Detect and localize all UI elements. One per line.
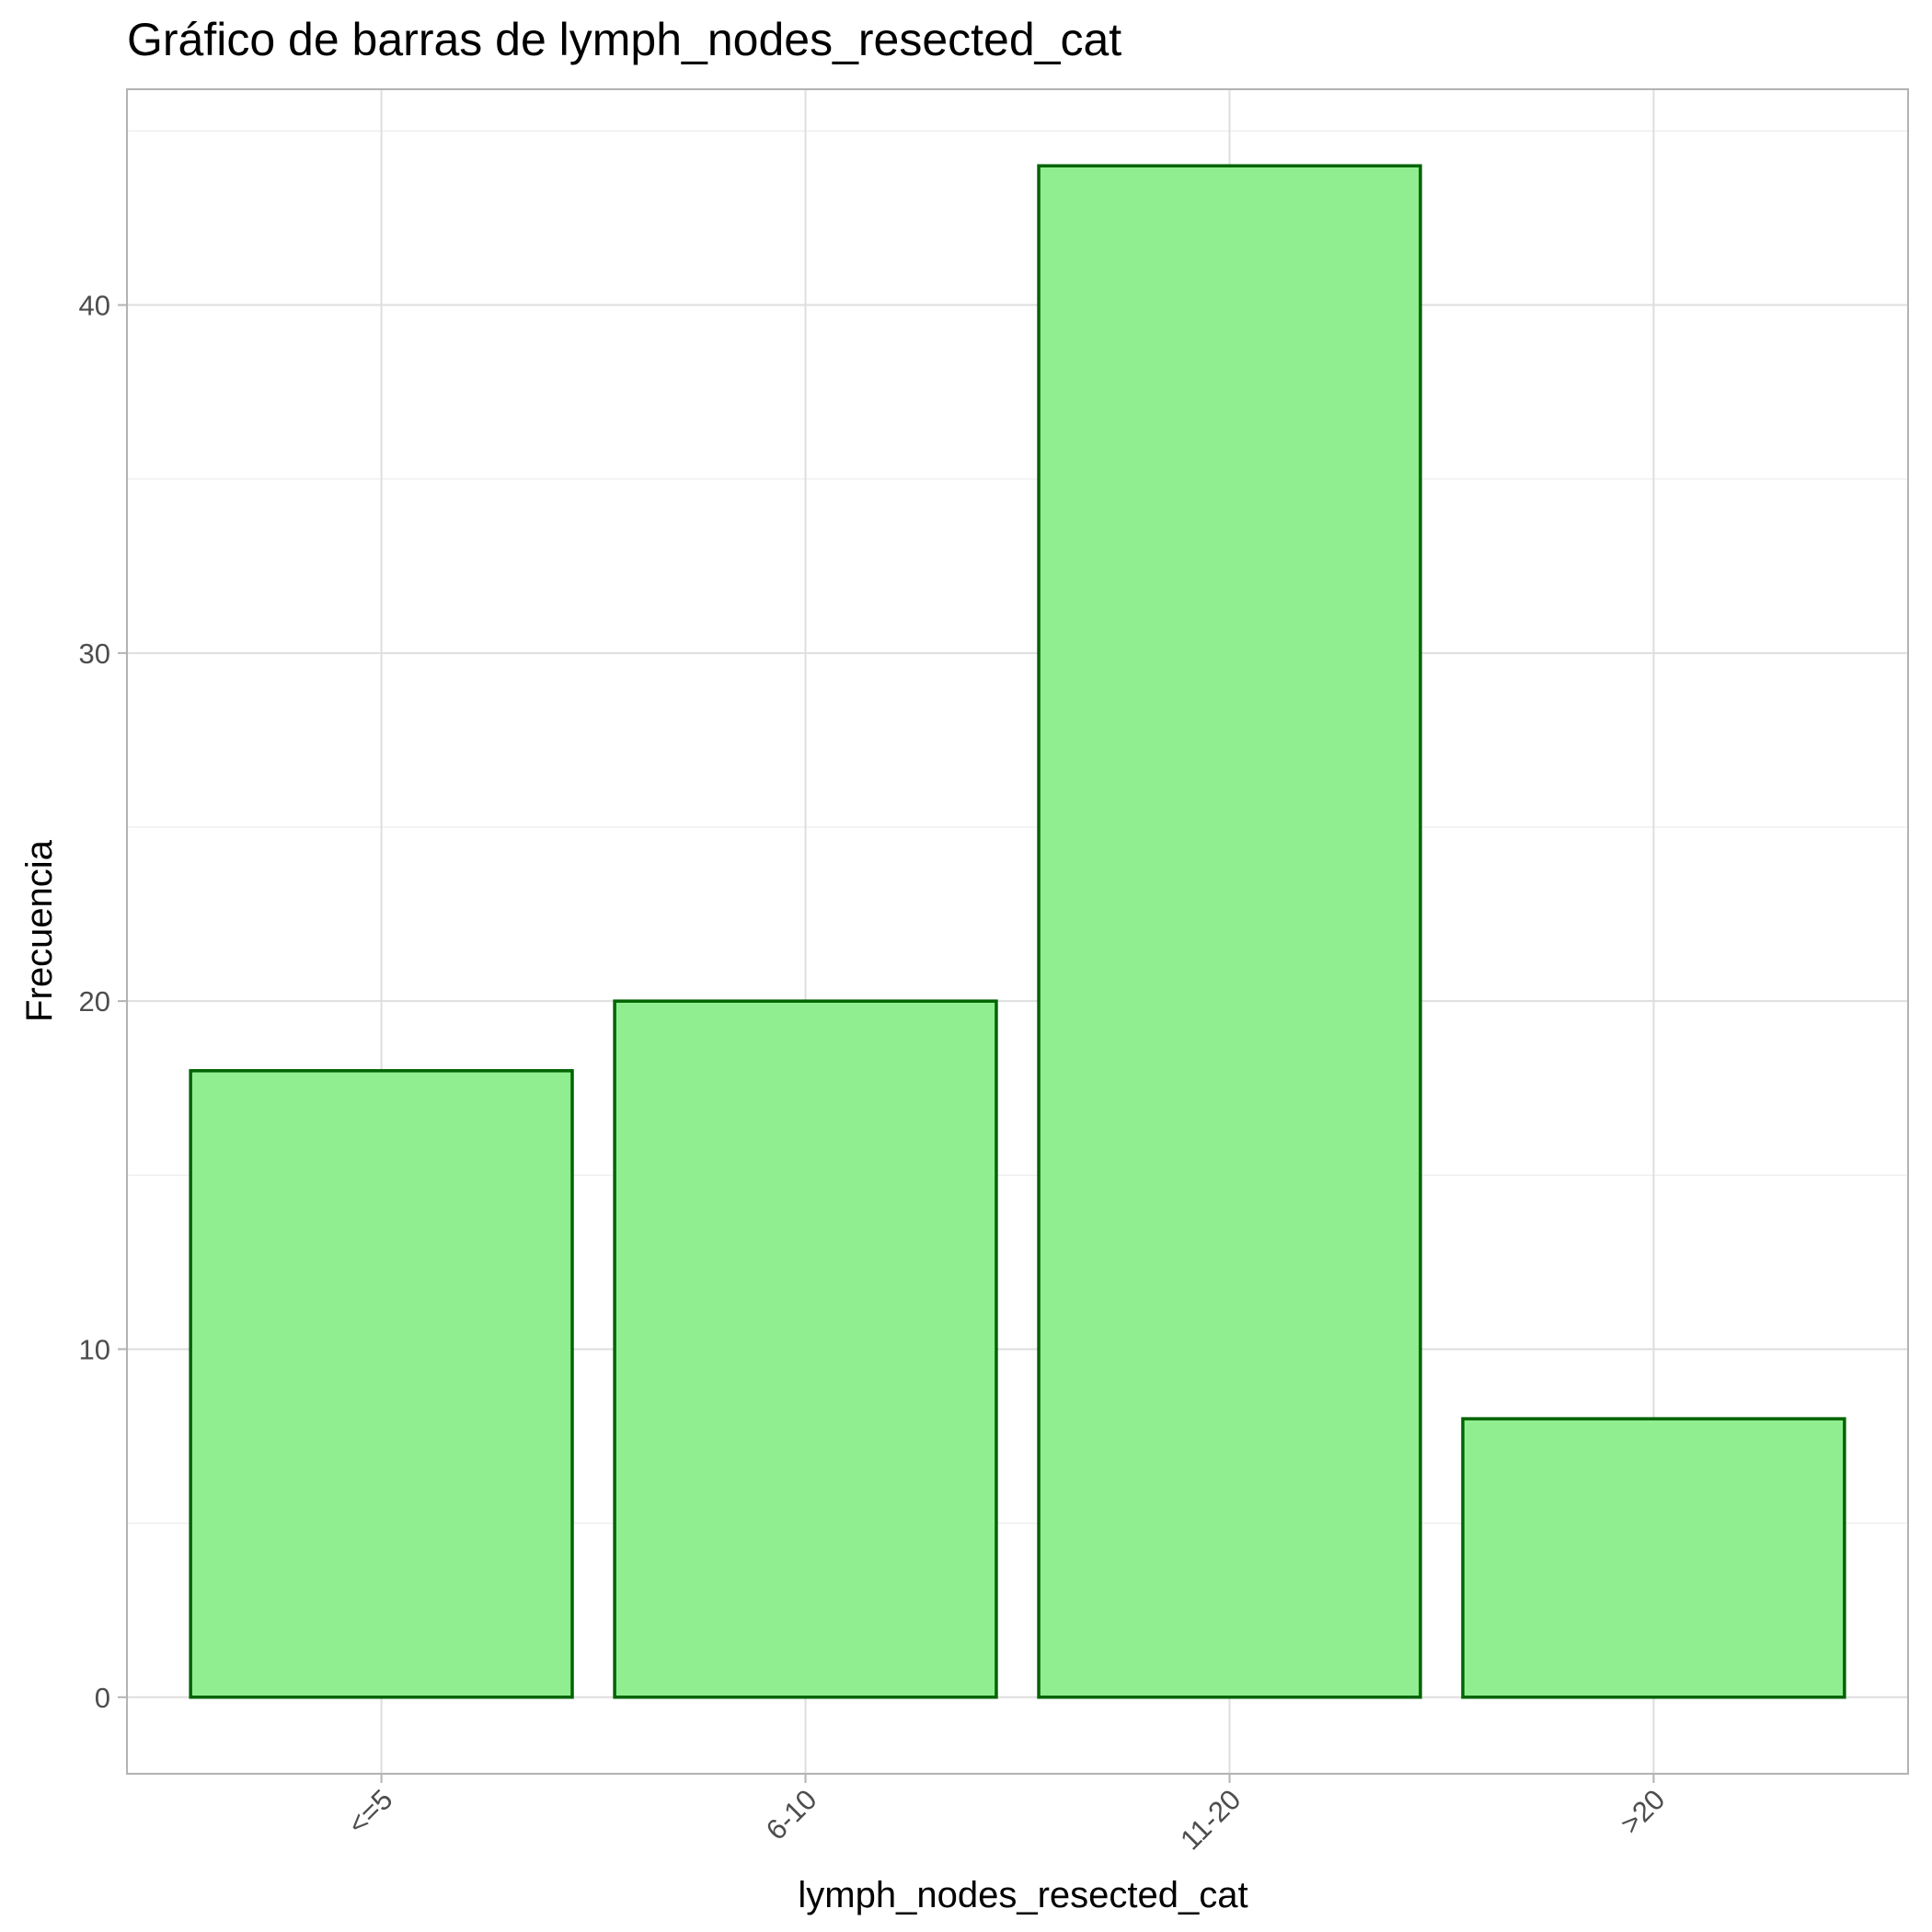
y-tick-label: 0 [95,1682,110,1714]
y-axis-title: Frecuencia [19,839,60,1022]
x-axis-title: lymph_nodes_resected_cat [798,1875,1248,1915]
bar-1 [189,1069,574,1699]
chart-title: Gráfico de barras de lymph_nodes_resecte… [127,14,1121,65]
bar-2 [613,999,998,1699]
y-tick-label: 30 [79,638,110,670]
y-tick-label: 40 [79,290,110,322]
panel-border [126,88,1909,1775]
bar-4 [1461,1417,1846,1699]
y-axis-ticks: 0 10 20 30 40 [79,290,127,1714]
y-tick-label: 10 [79,1333,110,1365]
y-tick-label: 20 [79,985,110,1018]
bars [189,164,1846,1699]
bar-3 [1037,164,1422,1699]
